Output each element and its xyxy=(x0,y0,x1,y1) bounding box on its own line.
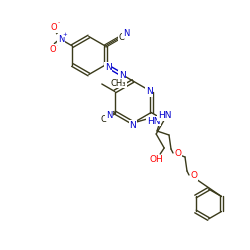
Text: +: + xyxy=(63,32,68,37)
Text: C: C xyxy=(118,32,124,42)
Text: O: O xyxy=(190,172,198,180)
Text: O: O xyxy=(174,150,182,158)
Text: N: N xyxy=(58,35,64,44)
Text: C: C xyxy=(100,115,106,124)
Text: O: O xyxy=(51,23,58,32)
Text: -: - xyxy=(58,20,60,25)
Text: N: N xyxy=(130,120,136,130)
Text: N: N xyxy=(105,62,112,72)
Text: O: O xyxy=(50,45,56,54)
Text: HN: HN xyxy=(158,112,172,120)
Text: N: N xyxy=(119,70,126,80)
Text: N: N xyxy=(123,28,129,38)
Text: OH: OH xyxy=(149,156,163,164)
Text: N: N xyxy=(106,111,112,120)
Text: CH₃: CH₃ xyxy=(111,78,126,88)
Text: HN: HN xyxy=(147,116,160,126)
Text: N: N xyxy=(146,87,152,96)
